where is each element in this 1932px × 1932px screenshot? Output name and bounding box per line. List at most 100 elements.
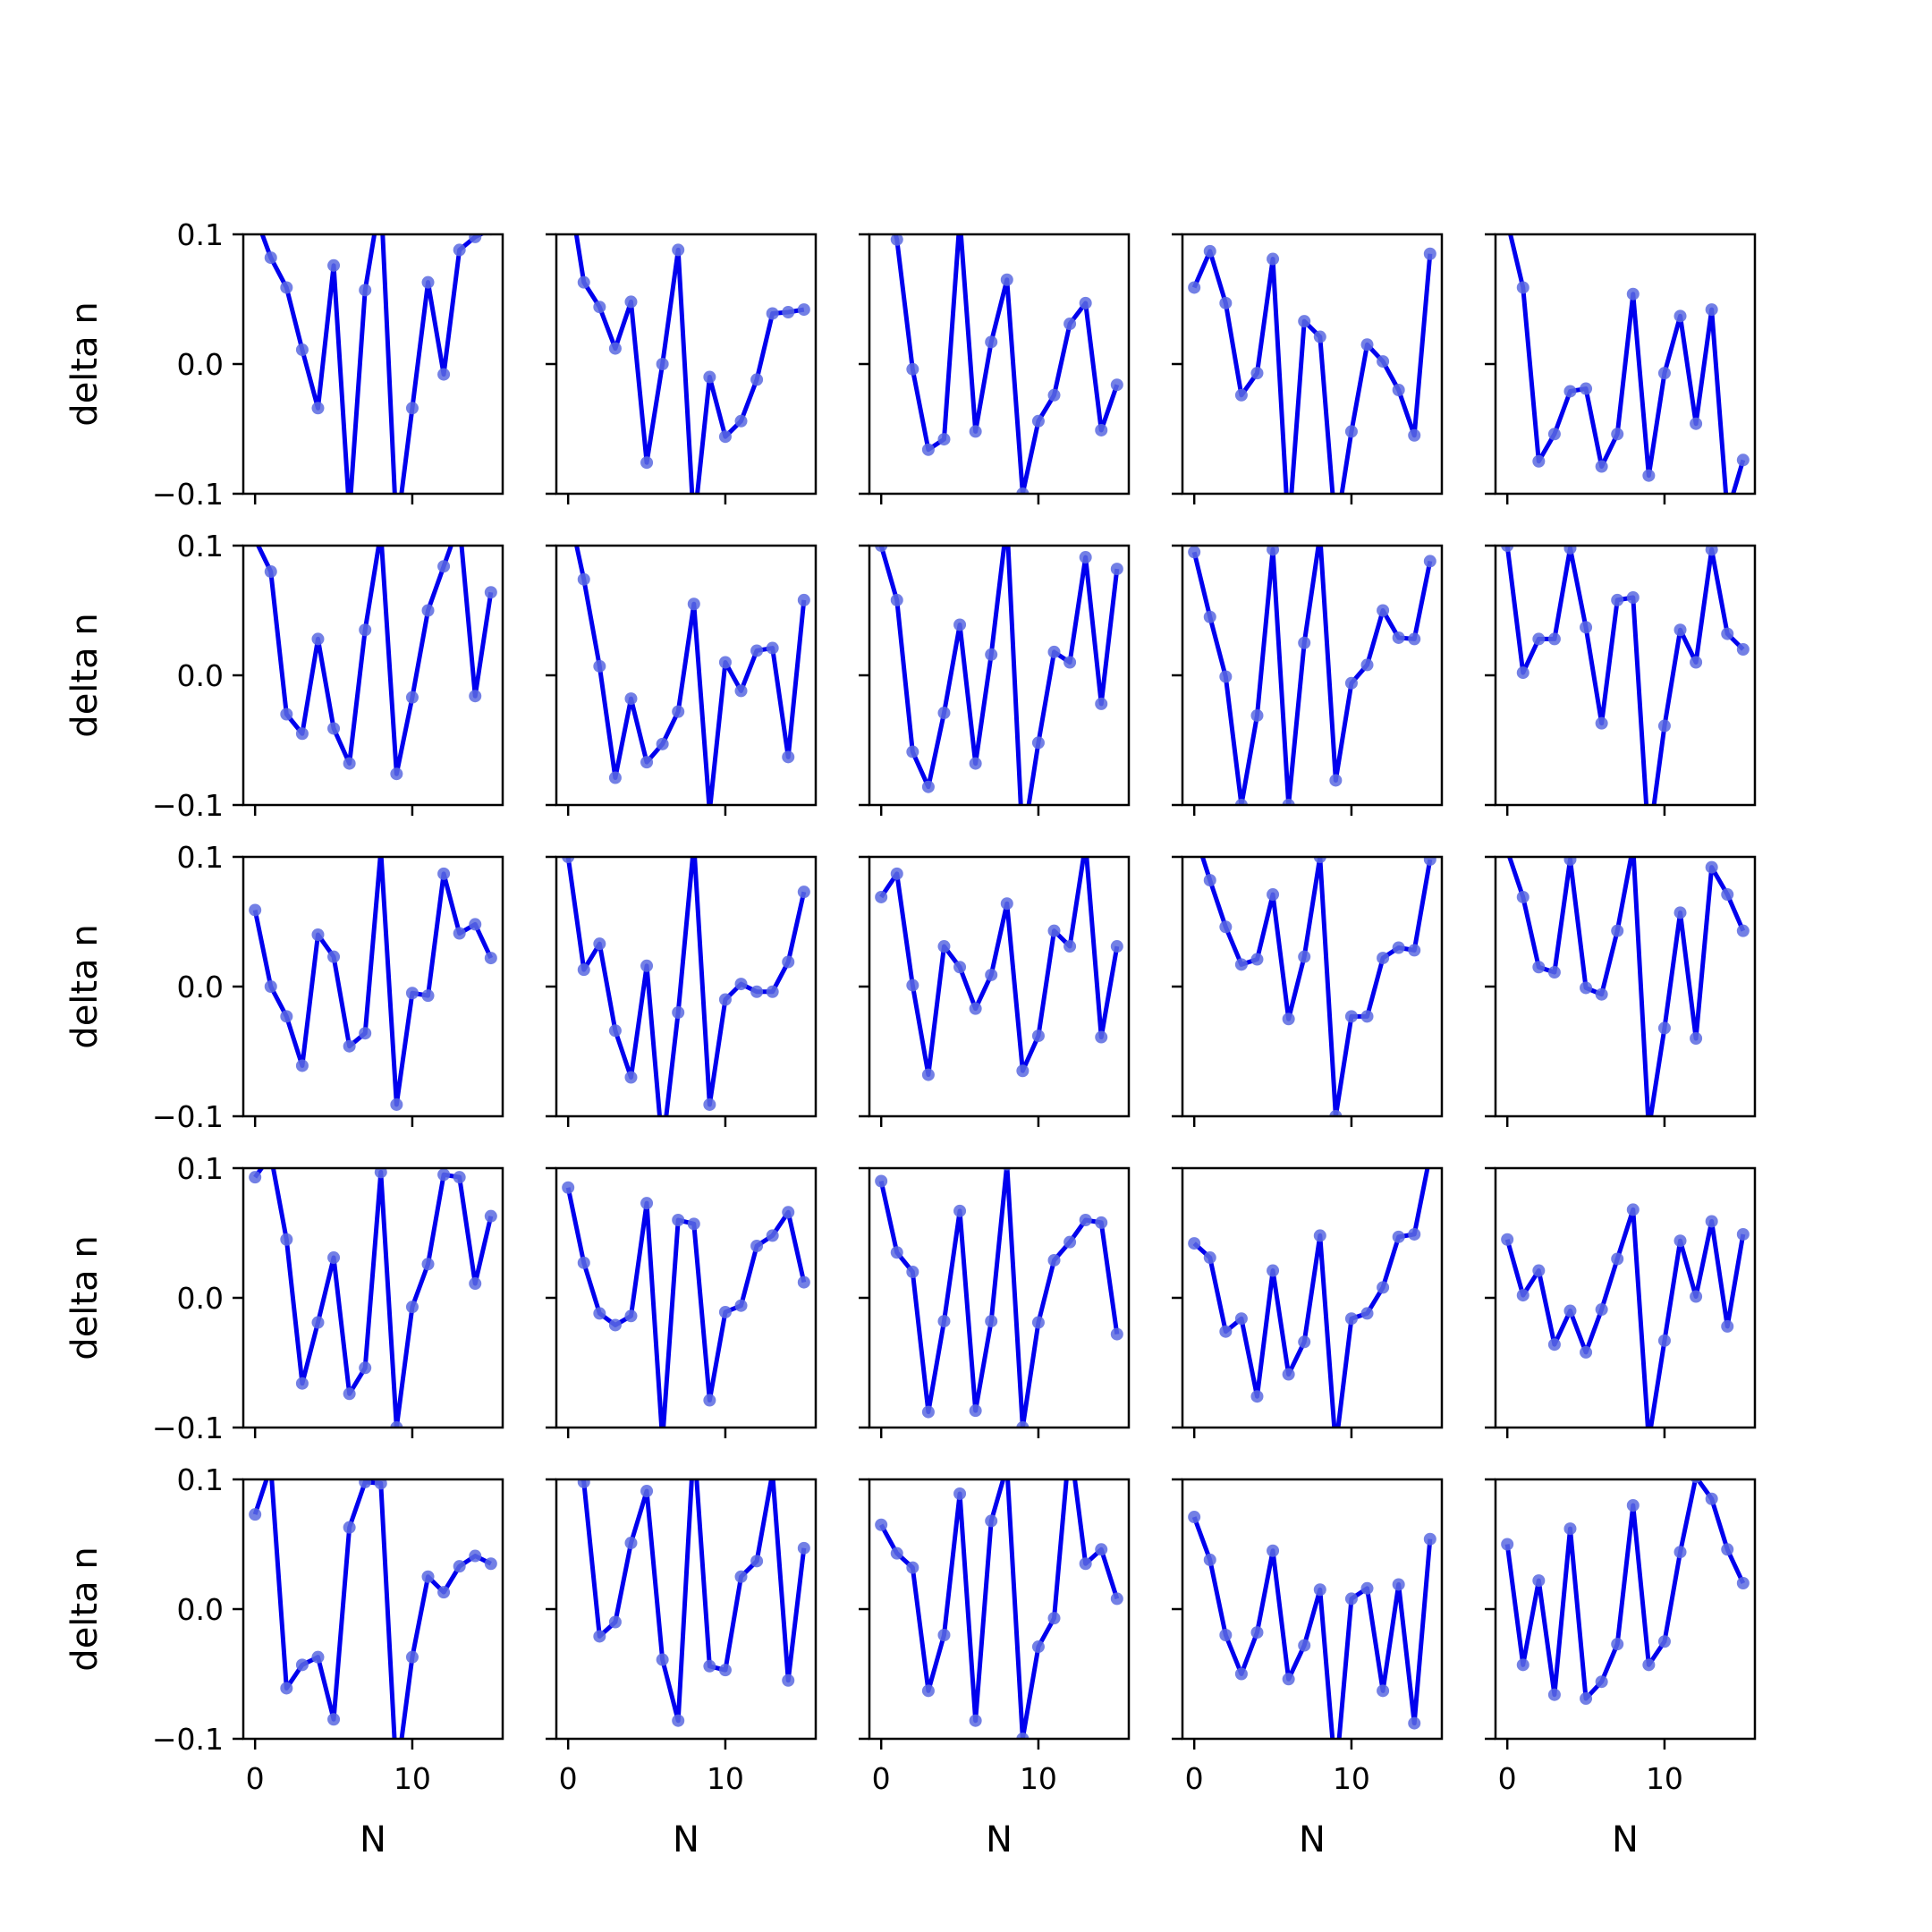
data-point — [1267, 252, 1280, 266]
data-layer — [1501, 1479, 1750, 1706]
data-point — [1079, 551, 1092, 564]
series-line — [253, 1168, 494, 1428]
series-line — [255, 546, 494, 776]
data-point — [1313, 1229, 1326, 1242]
data-point — [890, 1246, 903, 1259]
subplot-grid: −0.1 0.0 0.1 delta n −0.1 0.0 0.1 delta n −0.1 0.… — [64, 217, 1757, 1860]
data-point — [624, 1309, 638, 1323]
data-point — [1063, 940, 1077, 953]
data-point — [1267, 1264, 1280, 1277]
data-point — [593, 659, 606, 673]
data-point — [797, 1275, 810, 1289]
data-point — [1079, 1557, 1092, 1571]
data-point — [1079, 296, 1092, 309]
data-point — [608, 1615, 622, 1629]
data-point — [1721, 888, 1734, 902]
data-point — [562, 857, 575, 863]
data-point — [1532, 632, 1546, 646]
data-point — [593, 1630, 606, 1643]
data-point — [1047, 1253, 1061, 1267]
data-point — [1298, 636, 1311, 649]
data-point — [1563, 1522, 1577, 1536]
data-point — [1532, 454, 1546, 468]
data-point — [280, 1233, 293, 1246]
data-point — [750, 373, 764, 386]
data-point — [921, 1684, 935, 1698]
data-point — [1203, 610, 1216, 623]
data-point — [1595, 716, 1608, 730]
data-point — [1360, 658, 1374, 672]
data-point — [1250, 1390, 1264, 1403]
data-point — [1079, 1214, 1092, 1226]
data-point — [343, 1039, 356, 1053]
data-point — [890, 234, 903, 246]
data-point — [327, 1713, 341, 1726]
data-point — [1344, 1592, 1358, 1606]
data-point — [437, 867, 451, 880]
data-point — [672, 705, 685, 718]
data-point — [1047, 924, 1061, 937]
data-point — [1642, 1658, 1656, 1672]
data-point — [718, 1305, 732, 1318]
data-point — [1736, 453, 1750, 467]
data-point — [1690, 1290, 1703, 1303]
data-point — [1250, 1626, 1264, 1640]
data-point — [359, 1479, 372, 1488]
data-point — [484, 1209, 497, 1223]
x-axis-title: N — [1299, 1819, 1326, 1860]
x-tick-label: 0 — [872, 1761, 891, 1796]
subplot-r3-c2 — [859, 1166, 1131, 1438]
data-point — [656, 737, 669, 750]
data-layer — [1188, 1168, 1430, 1428]
data-point — [1203, 874, 1216, 887]
data-point — [1188, 546, 1201, 559]
data-point — [1516, 1658, 1530, 1672]
data-layer — [875, 546, 1123, 805]
data-point — [249, 1508, 262, 1521]
data-point — [1547, 966, 1561, 979]
data-point — [1501, 1233, 1514, 1246]
data-point — [1501, 1538, 1514, 1551]
data-point — [921, 1068, 935, 1081]
data-point — [1580, 1345, 1593, 1359]
data-point — [1423, 247, 1436, 260]
data-point — [593, 1307, 606, 1320]
data-point — [1377, 1281, 1390, 1294]
subplot-r2-c4 — [1485, 855, 1757, 1127]
series-line — [565, 1187, 807, 1428]
data-point — [1219, 296, 1233, 309]
data-point — [1674, 309, 1687, 323]
data-point — [405, 1301, 419, 1314]
data-point — [1063, 656, 1077, 669]
data-point — [1110, 940, 1123, 953]
data-point — [1408, 428, 1421, 442]
data-point — [1110, 1592, 1123, 1606]
data-point — [921, 443, 935, 456]
data-point — [1705, 1215, 1718, 1228]
subplot-r4-c3: 0 10N — [1172, 1478, 1444, 1860]
data-point — [311, 402, 325, 415]
data-point — [295, 1059, 309, 1072]
series-line — [259, 234, 486, 494]
data-point — [1547, 1688, 1561, 1701]
data-point — [593, 301, 606, 314]
data-point — [249, 1171, 262, 1184]
data-point — [1657, 719, 1671, 733]
data-point — [1360, 338, 1374, 352]
data-point — [1563, 385, 1577, 398]
data-point — [1031, 736, 1045, 750]
data-point — [453, 1171, 466, 1184]
data-point — [1250, 953, 1264, 966]
data-point — [750, 1555, 764, 1568]
subplot-r4-c4: 0 10N — [1485, 1478, 1757, 1860]
x-tick-label: 10 — [707, 1761, 744, 1796]
data-point — [1595, 1303, 1608, 1317]
data-point — [577, 1479, 590, 1488]
data-point — [1705, 860, 1718, 874]
data-point — [1690, 1032, 1703, 1045]
data-point — [782, 955, 795, 969]
series-line — [580, 1479, 807, 1724]
data-point — [1532, 1574, 1546, 1588]
data-point — [672, 1006, 685, 1019]
data-point — [1000, 897, 1013, 911]
